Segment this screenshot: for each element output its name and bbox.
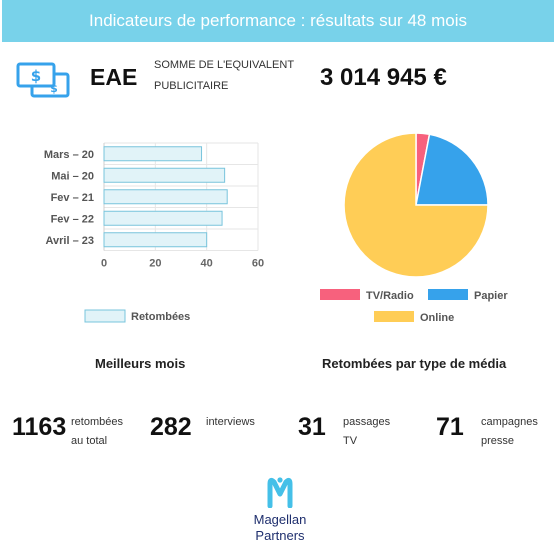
magellan-logo-text: Magellan Partners <box>244 512 316 544</box>
bar-1 <box>103 146 203 162</box>
media-type-title: Retombées par type de média <box>322 356 507 371</box>
bar-5 <box>103 232 208 248</box>
y-tick-label: Avril – 23 <box>45 235 94 247</box>
legend-label-online: Online <box>420 312 454 324</box>
legend-label-retombees: Retombées <box>131 311 190 323</box>
page-title-banner: Indicateurs de performance : résultats s… <box>2 0 554 42</box>
stat-tv-number: 31 <box>298 413 326 441</box>
x-tick-label: 20 <box>149 258 161 270</box>
stat-tv-label-line1: passages <box>343 416 391 428</box>
pie-slice-papier <box>415 133 489 206</box>
bar-3 <box>103 189 228 205</box>
stat-interviews-label: interviews <box>206 413 296 432</box>
x-tick-label: 40 <box>201 258 213 270</box>
stat-tv-label-line2: TV <box>343 435 358 447</box>
logo-line1: Magellan <box>253 512 307 527</box>
bar-chart: 0 20 40 60 Mars – 20 Mai – 20 Fev – 21 Fev – 22… <box>44 142 264 323</box>
page-title: Indicateurs de performance : résultats s… <box>89 11 467 30</box>
eae-description-line2: PUBLICITAIRE <box>154 80 229 92</box>
svg-text:$: $ <box>31 67 41 85</box>
stat-interviews-label-line1: interviews <box>206 416 255 428</box>
x-tick-label: 60 <box>252 258 264 270</box>
legend-label-papier: Papier <box>474 290 508 302</box>
bar-2 <box>103 167 226 183</box>
eae-value: 3 014 945 € <box>320 64 447 91</box>
stat-press-label: campagnes presse <box>481 413 556 451</box>
legend-swatch-tv-radio <box>320 289 360 300</box>
money-bills-icon: $ $ <box>16 62 70 98</box>
y-tick-label: Fev – 22 <box>51 213 94 225</box>
eae-description: SOMME DE L'EQUIVALENT PUBLICITAIRE <box>154 55 304 97</box>
best-months-title: Meilleurs mois <box>95 356 186 371</box>
eae-label: EAE <box>90 64 138 90</box>
bar-4 <box>103 210 223 226</box>
eae-description-line1: SOMME DE L'EQUIVALENT <box>154 59 295 71</box>
y-tick-label: Mai – 20 <box>51 170 94 182</box>
stat-interviews-number: 282 <box>150 413 192 441</box>
stat-tv-label: passages TV <box>343 413 433 451</box>
legend-swatch-papier <box>428 289 468 300</box>
stat-press-number: 71 <box>436 413 464 441</box>
y-tick-label: Fev – 21 <box>51 192 94 204</box>
stat-total-label-line2: au total <box>71 435 108 447</box>
stat-press-label-line2: presse <box>481 435 515 447</box>
x-tick-label: 0 <box>101 258 107 270</box>
stat-press-label-line1: campagnes <box>481 416 538 428</box>
stat-total-number: 1163 <box>12 413 67 441</box>
y-tick-label: Mars – 20 <box>44 149 94 161</box>
legend-label-tv-radio: TV/Radio <box>366 290 414 302</box>
pie-chart: TV/Radio Papier Online <box>320 132 508 324</box>
legend-swatch-retombees <box>84 309 126 323</box>
svg-text:$: $ <box>50 82 58 95</box>
magellan-m-logo-icon <box>267 477 293 508</box>
legend-swatch-online <box>374 311 414 322</box>
stat-total-label: retombées au total <box>71 413 161 451</box>
pie-slice-online <box>343 132 489 278</box>
stat-total-label-line1: retombées <box>71 416 123 428</box>
logo-line2: Partners <box>255 528 305 543</box>
